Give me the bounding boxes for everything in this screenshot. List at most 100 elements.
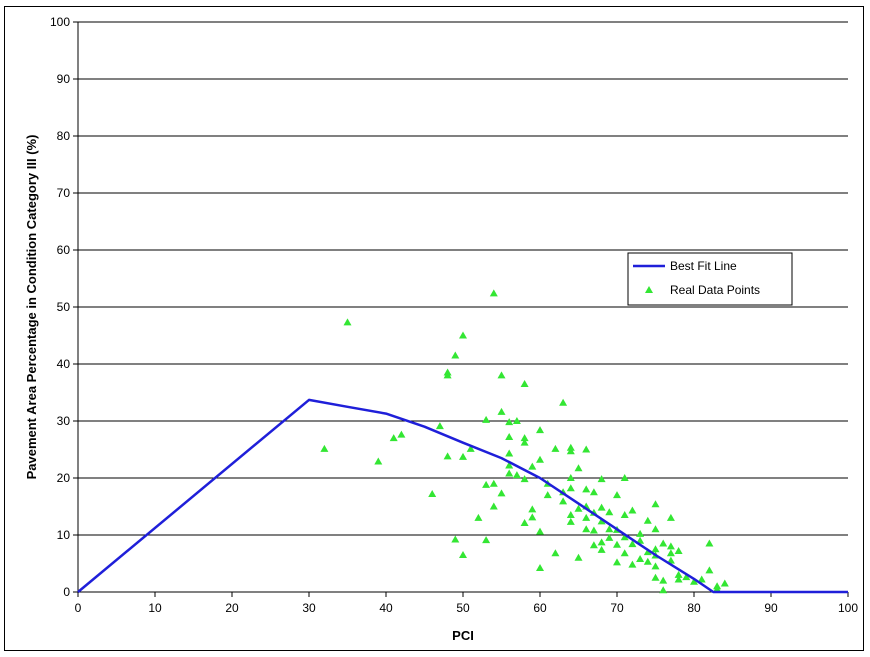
legend-points-label: Real Data Points: [670, 283, 760, 297]
data-point-108: [720, 579, 729, 587]
data-point-112: [643, 516, 652, 524]
data-point-38: [528, 513, 537, 521]
x-tick-label-80: 80: [687, 601, 701, 615]
data-point-13: [459, 452, 467, 460]
data-point-64: [589, 526, 598, 534]
data-point-37: [528, 505, 537, 513]
data-point-22: [489, 502, 498, 510]
data-point-77: [620, 511, 629, 519]
data-point-20: [489, 289, 498, 297]
y-tick-label-70: 70: [57, 186, 71, 200]
data-point-0: [320, 444, 329, 452]
data-point-60: [582, 513, 591, 521]
data-point-16: [474, 513, 483, 521]
data-point-93: [659, 576, 668, 584]
data-point-42: [536, 564, 544, 572]
data-point-36: [528, 462, 537, 470]
data-point-94: [659, 586, 668, 594]
x-tick-labels: 0 10 20 30 40 50 60 70 80 90 100: [75, 601, 859, 615]
data-point-15: [466, 444, 475, 452]
data-point-111: [659, 539, 668, 547]
y-tick-label-80: 80: [57, 129, 71, 143]
data-point-104: [705, 539, 714, 547]
data-point-26: [505, 432, 514, 440]
data-point-101: [682, 573, 691, 581]
data-point-80: [628, 506, 637, 514]
y-tick-label-90: 90: [57, 72, 71, 86]
y-tick-label-10: 10: [57, 528, 71, 542]
data-point-28: [505, 461, 514, 469]
data-point-72: [605, 533, 614, 541]
data-point-116: [543, 491, 552, 499]
data-point-40: [536, 455, 544, 463]
data-point-105: [705, 566, 714, 574]
data-point-21: [489, 479, 498, 487]
y-tick-labels: 0 10 20 30 40 50 60 70 80 90 100: [50, 15, 70, 599]
data-point-83: [636, 554, 645, 562]
data-point-67: [597, 503, 606, 511]
data-point-31: [520, 379, 529, 387]
y-axis-title: Pavement Area Percentage in Condition Ca…: [24, 135, 39, 480]
x-tick-label-30: 30: [302, 601, 316, 615]
data-point-107: [713, 585, 722, 593]
best-fit-line: [77, 398, 848, 594]
x-axis-title: PCI: [452, 628, 474, 643]
data-point-87: [651, 500, 660, 508]
data-point-115: [574, 553, 583, 561]
data-point-98: [674, 546, 683, 554]
data-point-56: [574, 504, 583, 512]
data-point-86: [643, 557, 652, 565]
data-point-71: [605, 525, 614, 533]
y-tick-label-30: 30: [57, 414, 71, 428]
x-tick-label-50: 50: [456, 601, 470, 615]
data-point-110: [605, 508, 614, 516]
y-tick-label-100: 100: [50, 15, 70, 29]
data-point-55: [574, 464, 583, 472]
data-point-118: [497, 489, 506, 497]
data-point-73: [613, 491, 621, 499]
data-point-95: [666, 513, 675, 521]
data-point-29: [505, 469, 514, 477]
data-point-66: [597, 475, 606, 483]
legend-points-swatch: [645, 286, 653, 293]
data-point-39: [536, 426, 544, 434]
series-layer: [77, 289, 848, 594]
data-point-70: [597, 545, 606, 553]
data-point-48: [559, 497, 568, 505]
data-point-61: [582, 525, 591, 533]
data-point-8: [443, 371, 452, 379]
data-point-18: [482, 480, 491, 488]
data-point-100: [674, 575, 683, 583]
x-tick-label-100: 100: [838, 601, 858, 615]
x-tick-label-60: 60: [533, 601, 547, 615]
y-tick-label-50: 50: [57, 300, 71, 314]
data-point-35: [520, 519, 529, 527]
data-point-46: [559, 398, 568, 406]
data-point-3: [389, 434, 398, 442]
data-point-52: [566, 484, 575, 492]
data-point-99: [674, 570, 683, 578]
data-point-10: [451, 351, 460, 359]
data-point-11: [451, 535, 460, 543]
data-point-113: [666, 549, 675, 557]
data-point-68: [597, 517, 606, 525]
gridlines: [73, 21, 849, 597]
data-point-62: [589, 488, 598, 496]
x-tick-label-0: 0: [75, 601, 82, 615]
legend-fit-label: Best Fit Line: [670, 259, 737, 273]
data-point-75: [613, 540, 621, 548]
data-point-2: [374, 457, 383, 465]
data-point-34: [520, 475, 529, 483]
y-tick-label-60: 60: [57, 243, 71, 257]
data-point-76: [620, 474, 629, 481]
legend-box: [627, 252, 793, 306]
data-point-32: [520, 434, 529, 442]
data-point-81: [628, 540, 637, 548]
data-point-58: [582, 485, 591, 493]
data-point-30: [512, 471, 521, 479]
data-point-5: [428, 489, 437, 497]
data-point-96: [666, 542, 675, 550]
legend: Best Fit Line Real Data Points: [627, 252, 793, 306]
data-point-23: [497, 371, 506, 379]
x-tick-label-90: 90: [764, 601, 778, 615]
